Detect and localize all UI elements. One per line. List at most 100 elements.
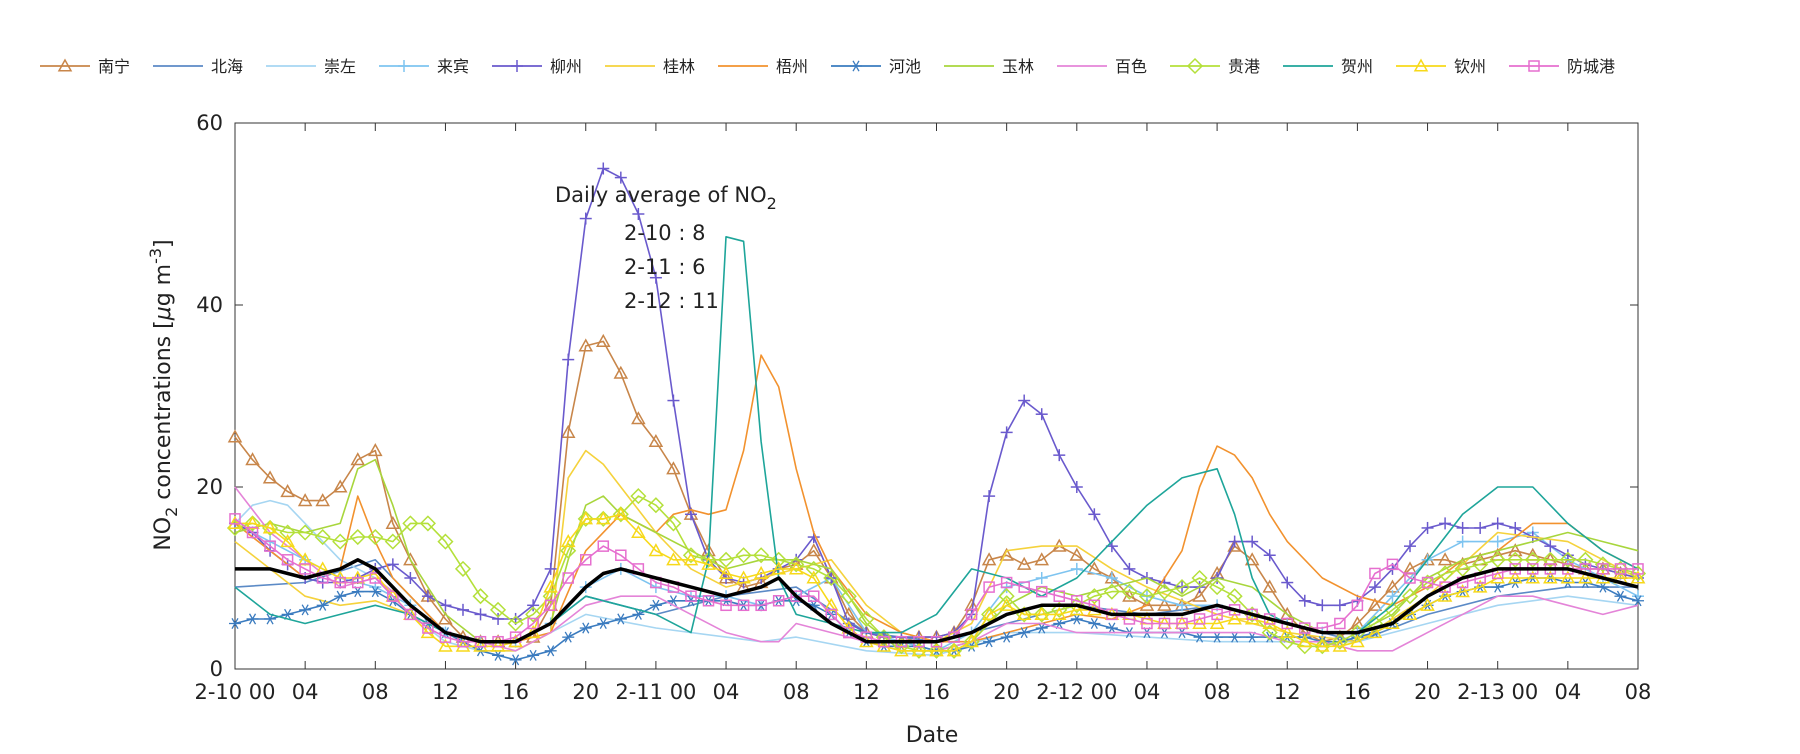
data-point <box>755 599 767 612</box>
diamond-marker <box>472 588 489 605</box>
x-tick-label: 04 <box>1554 680 1581 704</box>
asterisk-stroke <box>617 613 625 625</box>
data-point <box>404 572 417 584</box>
data-point <box>1472 556 1489 573</box>
data-point <box>280 534 295 548</box>
data-point <box>299 563 311 575</box>
data-point <box>632 208 645 220</box>
annotation-line-1: 2-10 : 8 <box>624 221 705 245</box>
data-point <box>299 604 312 616</box>
data-point <box>438 611 453 625</box>
data-point <box>386 558 399 571</box>
data-point <box>858 610 875 628</box>
triangle-marker <box>1367 597 1383 611</box>
data-point <box>1404 572 1416 584</box>
asterisk-stroke <box>231 617 239 630</box>
diamond-marker <box>525 606 542 623</box>
triangle-marker <box>1069 602 1085 616</box>
data-point <box>577 510 594 527</box>
data-point <box>1474 521 1487 534</box>
data-point <box>507 615 524 632</box>
data-point <box>404 608 417 621</box>
data-point <box>1053 590 1066 602</box>
data-point <box>648 433 664 448</box>
triangle-marker <box>596 333 611 347</box>
data-point <box>1454 560 1471 577</box>
data-point <box>1088 508 1101 521</box>
triangle-marker <box>1507 543 1523 557</box>
triangle-marker <box>280 534 295 548</box>
square-marker <box>562 572 574 584</box>
triangle-marker <box>648 433 664 448</box>
triangle-marker <box>1016 606 1032 620</box>
triangle-marker <box>1034 552 1049 566</box>
triangle-marker <box>315 493 330 507</box>
data-point <box>1456 521 1469 534</box>
square-marker <box>1597 563 1609 575</box>
data-point <box>1369 567 1381 580</box>
triangle-marker <box>490 638 506 652</box>
diamond-marker <box>753 547 770 564</box>
data-point <box>419 515 436 532</box>
data-point <box>736 570 751 584</box>
triangle-marker <box>701 556 716 570</box>
data-point <box>1632 563 1644 575</box>
triangle-marker <box>736 570 751 584</box>
square-marker <box>1018 581 1030 593</box>
data-point <box>369 586 382 598</box>
triangle-marker <box>806 543 822 557</box>
data-point <box>544 599 557 612</box>
triangle-marker <box>631 524 646 539</box>
diamond-marker <box>1173 579 1191 596</box>
data-point <box>964 634 979 648</box>
data-point <box>264 540 276 552</box>
data-point <box>367 528 384 546</box>
legend-label: 河池 <box>889 57 921 76</box>
annotation-line-2: 2-11 : 6 <box>624 255 705 279</box>
triangle-marker <box>613 506 629 520</box>
data-point <box>771 561 786 575</box>
square-marker <box>843 626 855 639</box>
data-point <box>1491 581 1504 593</box>
diamond-marker <box>875 629 892 646</box>
data-point <box>1051 601 1068 618</box>
data-point <box>316 599 329 611</box>
data-point <box>1138 588 1156 605</box>
data-point <box>297 524 314 541</box>
diamond-marker <box>1314 638 1331 655</box>
asterisk-stroke <box>1494 581 1502 593</box>
data-point <box>1261 624 1278 641</box>
diamond-marker <box>595 510 612 527</box>
data-point <box>1614 590 1627 602</box>
triangle-marker <box>455 638 471 652</box>
series-玉林 <box>234 458 1639 652</box>
data-point <box>1525 570 1541 584</box>
data-point <box>542 588 559 605</box>
legend-item: 玉林 <box>944 57 1034 76</box>
legend-item: 柳州 <box>492 57 582 76</box>
legend-swatch-marker <box>398 60 410 72</box>
square-marker <box>527 617 539 630</box>
data-point <box>1367 597 1383 611</box>
data-point <box>737 599 750 612</box>
data-point <box>1209 579 1226 596</box>
legend-item: 贵港 <box>1170 57 1260 76</box>
data-point <box>875 629 892 646</box>
square-marker <box>597 540 610 552</box>
data-point <box>614 171 627 184</box>
diamond-marker <box>665 515 682 532</box>
diamond-marker <box>858 610 875 628</box>
x-tick-label: 16 <box>923 680 950 704</box>
diamond-marker <box>1454 560 1471 577</box>
data-point <box>1016 606 1032 620</box>
data-point <box>1404 540 1417 553</box>
data-point <box>1281 576 1294 589</box>
triangle-marker <box>385 515 401 529</box>
annotation-line-3: 2-12 : 11 <box>624 289 719 313</box>
data-point <box>544 645 557 657</box>
axis-ticks: 2-10 00 04 08 12 16 20 2-11 00 04 08 12 16 20 2-12 0… <box>194 111 1651 704</box>
data-point <box>1368 581 1381 594</box>
asterisk-stroke <box>1195 631 1204 643</box>
data-point <box>1351 599 1364 612</box>
